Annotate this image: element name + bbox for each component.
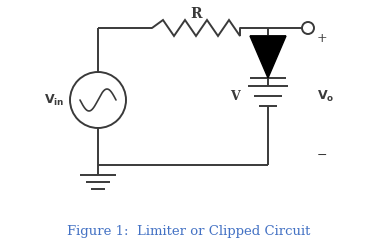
Text: Figure 1:  Limiter or Clipped Circuit: Figure 1: Limiter or Clipped Circuit — [67, 226, 310, 238]
Polygon shape — [250, 36, 286, 78]
Text: V: V — [230, 90, 240, 102]
Text: $\mathbf{V}_{\mathbf{in}}$: $\mathbf{V}_{\mathbf{in}}$ — [44, 92, 64, 108]
Text: −: − — [317, 148, 328, 162]
Text: +: + — [317, 32, 328, 45]
Text: $\mathbf{V}_{\mathbf{o}}$: $\mathbf{V}_{\mathbf{o}}$ — [317, 89, 334, 104]
Text: R: R — [190, 7, 202, 21]
